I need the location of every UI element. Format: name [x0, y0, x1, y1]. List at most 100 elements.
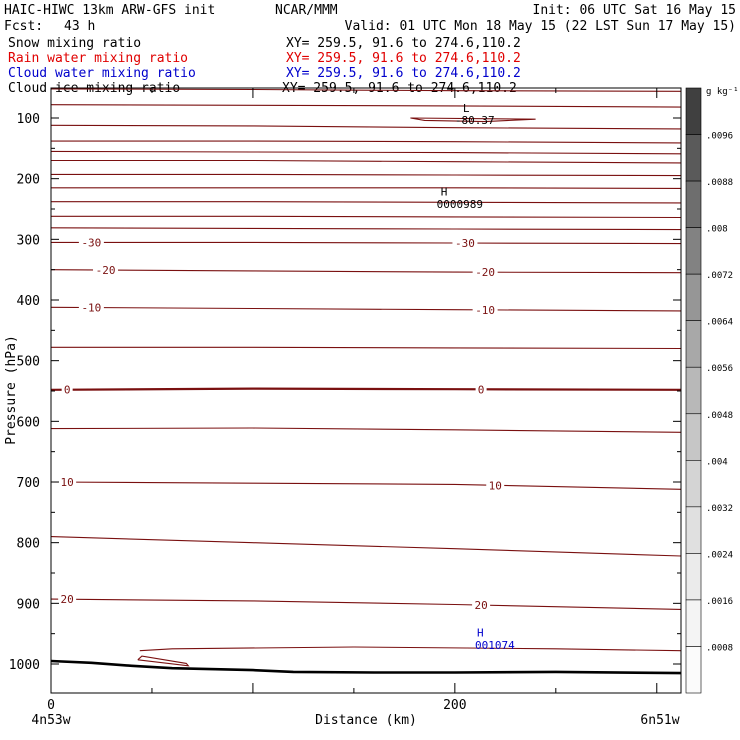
isotherm-line — [51, 306, 681, 312]
isotherm-line — [51, 481, 681, 490]
colorbar-tick-label: .0016 — [706, 597, 733, 607]
field-xy-snow: XY= 259.5, 91.6 to 274.6,110.2 — [286, 36, 521, 51]
colorbar-unit: g kg⁻¹ — [706, 87, 739, 97]
y-tick-label: 500 — [17, 355, 40, 370]
y-tick-label: 700 — [17, 476, 40, 491]
extremum-annotation: H — [477, 627, 484, 640]
contour-label-bg — [78, 301, 104, 314]
contour-label: -30 — [455, 237, 475, 250]
isotherm-line — [51, 427, 681, 433]
colorbar-tick-label: .004 — [706, 457, 728, 467]
colorbar-swatch — [685, 646, 702, 694]
contour-label-bg — [452, 237, 478, 250]
contour-label: -10 — [81, 302, 101, 315]
extremum-annotation: H — [441, 186, 448, 199]
contour-label-bg — [61, 383, 73, 396]
contour-label: -30 — [81, 236, 101, 249]
isotherm-line — [51, 387, 681, 391]
colorbar-swatch — [685, 227, 702, 275]
colorbar-swatch — [685, 553, 702, 601]
y-tick-label: 300 — [17, 233, 40, 248]
model-title: HAIC-HIWC 13km ARW-GFS init — [4, 3, 215, 18]
fcst-label: Fcst: — [4, 19, 43, 34]
x-start-location: 4n53w — [31, 713, 70, 728]
extremum-annotation: 0000989 — [437, 198, 483, 211]
colorbar-swatch — [685, 180, 702, 228]
contour-label-bg — [472, 266, 498, 279]
y-tick-label: 200 — [17, 173, 40, 188]
y-tick-label: 400 — [17, 294, 40, 309]
x-tick-label: 200 — [443, 698, 466, 713]
colorbar-swatch — [685, 134, 702, 182]
field-xy-cloud-water: XY= 259.5, 91.6 to 274.6,110.2 — [286, 66, 521, 81]
colorbar-tick-label: .0072 — [706, 271, 733, 281]
org-label: NCAR/MMM — [275, 3, 338, 18]
contour-label: 0 — [478, 383, 485, 396]
contour-label: 20 — [474, 599, 487, 612]
low-contour-loop — [410, 117, 536, 123]
contour-label-bg — [78, 236, 104, 249]
isotherm-line — [51, 227, 681, 231]
colorbar: .0096 .0088 .008 .0072 .0064 .0056 .0048 .004 .0… — [685, 87, 733, 694]
y-tick-label: 800 — [17, 537, 40, 552]
colorbar-swatch — [685, 413, 702, 461]
contour-label-bg — [58, 593, 77, 606]
isotherm-line — [51, 269, 681, 274]
isotherm-line — [51, 104, 681, 108]
terrain-line — [51, 659, 681, 675]
isotherm-line — [139, 646, 681, 652]
contour-label-bg — [58, 476, 77, 489]
field-name-snow: Snow mixing ratio — [8, 36, 141, 51]
colorbar-swatch — [685, 320, 702, 368]
init-time: Init: 06 UTC Sat 16 May 15 — [533, 3, 737, 18]
contour-label: 0 — [64, 384, 71, 397]
contour-label-bg — [475, 383, 487, 396]
isotherm-line — [51, 201, 681, 204]
colorbar-swatch — [685, 273, 702, 321]
y-tick-label: 100 — [17, 112, 40, 127]
colorbar-tick-label: .0096 — [706, 132, 733, 142]
valid-time: Valid: 01 UTC Mon 18 May 15 (22 LST Sun … — [345, 19, 736, 34]
surface-contour-loop — [137, 655, 190, 667]
isotherm-line — [51, 241, 681, 245]
colorbar-tick-label: .0064 — [706, 318, 733, 328]
y-tick-label: 900 — [17, 597, 40, 612]
contour-label: 20 — [61, 593, 74, 606]
y-axis-label: Pressure (hPa) — [4, 335, 19, 445]
colorbar-swatch — [685, 460, 702, 508]
contour-label: -20 — [475, 266, 495, 279]
y-tick-label: 1000 — [9, 658, 40, 673]
contour-label-bg — [486, 479, 505, 492]
contour-label-bg — [472, 303, 498, 316]
colorbar-swatch — [685, 366, 702, 415]
colorbar-tick-label: .0032 — [706, 504, 733, 514]
field-name-rain: Rain water mixing ratio — [8, 51, 188, 66]
isotherm-line — [51, 215, 681, 219]
extremum-annotation: L — [463, 102, 470, 115]
isotherm-line — [51, 346, 681, 350]
y-tick-label: 600 — [17, 415, 40, 430]
contour-label-bg — [472, 599, 491, 612]
isotherm-line — [51, 598, 681, 610]
isotherm-line — [51, 159, 681, 164]
colorbar-swatch — [685, 506, 702, 554]
contour-label-bg — [93, 263, 119, 276]
colorbar-tick-label: .0024 — [706, 550, 733, 560]
contour-label: 10 — [489, 479, 502, 492]
extremum-annotation: -80.37 — [455, 114, 495, 127]
x-axis-label: Distance (km) — [315, 713, 417, 728]
colorbar-tick-label: .0088 — [706, 178, 733, 188]
colorbar-swatch — [685, 87, 702, 135]
colorbar-tick-label: .008 — [706, 225, 728, 235]
isotherm-line — [51, 150, 681, 155]
isotherm-line — [51, 124, 681, 130]
isotherm-line — [51, 536, 681, 557]
colorbar-tick-label: .0048 — [706, 411, 733, 421]
x-end-location: 6n51w — [640, 713, 679, 728]
field-xy-rain: XY= 259.5, 91.6 to 274.6,110.2 — [286, 51, 521, 66]
extremum-annotation: 001074 — [475, 639, 515, 652]
colorbar-swatch — [685, 599, 702, 647]
